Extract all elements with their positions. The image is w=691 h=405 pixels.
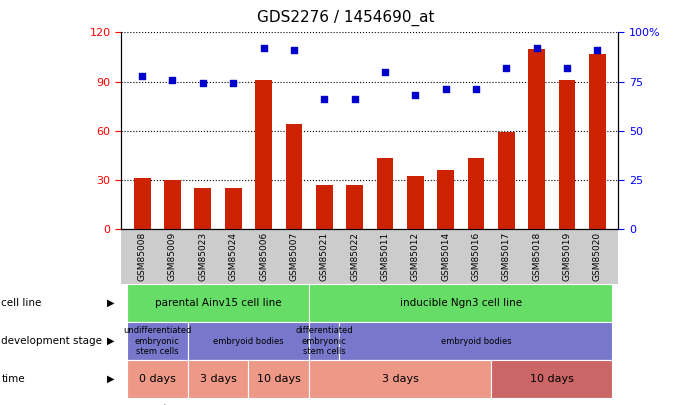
Bar <box>316 185 332 229</box>
Bar <box>194 188 211 229</box>
Text: ▶: ▶ <box>107 336 114 346</box>
Text: cell line: cell line <box>1 298 41 308</box>
Point <box>137 72 148 79</box>
Bar <box>285 124 302 229</box>
Point <box>167 76 178 83</box>
Bar <box>346 185 363 229</box>
Text: inducible Ngn3 cell line: inducible Ngn3 cell line <box>399 298 522 308</box>
Bar <box>468 158 484 229</box>
Bar <box>407 177 424 229</box>
Point <box>471 86 482 93</box>
Point <box>379 68 390 75</box>
Text: 10 days: 10 days <box>257 374 301 384</box>
Text: development stage: development stage <box>1 336 102 346</box>
Point <box>501 64 512 71</box>
Bar <box>164 180 181 229</box>
Bar <box>134 178 151 229</box>
Text: GDS2276 / 1454690_at: GDS2276 / 1454690_at <box>257 10 434 26</box>
Text: time: time <box>1 374 25 384</box>
Text: embryoid bodies: embryoid bodies <box>213 337 283 345</box>
Point <box>410 92 421 98</box>
Text: 3 days: 3 days <box>381 374 419 384</box>
Text: count: count <box>138 404 168 405</box>
Bar <box>589 54 605 229</box>
Text: 3 days: 3 days <box>200 374 236 384</box>
Text: differentiated
embryonic
stem cells: differentiated embryonic stem cells <box>295 326 353 356</box>
Point <box>531 45 542 51</box>
Bar <box>528 49 545 229</box>
Bar <box>498 132 515 229</box>
Text: 0 days: 0 days <box>139 374 176 384</box>
Point <box>561 64 572 71</box>
Bar <box>437 170 454 229</box>
Text: ▶: ▶ <box>107 374 114 384</box>
Point <box>349 96 360 102</box>
Point <box>258 45 269 51</box>
Point <box>198 80 209 87</box>
Bar <box>255 80 272 229</box>
Bar <box>558 80 575 229</box>
Text: ■: ■ <box>121 403 133 405</box>
Point <box>440 86 451 93</box>
Point <box>227 80 238 87</box>
Point <box>591 47 603 53</box>
Bar <box>377 158 393 229</box>
Text: undifferentiated
embryonic
stem cells: undifferentiated embryonic stem cells <box>123 326 191 356</box>
Point <box>288 47 299 53</box>
Text: embryoid bodies: embryoid bodies <box>441 337 511 345</box>
Text: 10 days: 10 days <box>530 374 574 384</box>
Text: ▶: ▶ <box>107 298 114 308</box>
Text: parental Ainv15 cell line: parental Ainv15 cell line <box>155 298 281 308</box>
Bar <box>225 188 242 229</box>
Point <box>319 96 330 102</box>
